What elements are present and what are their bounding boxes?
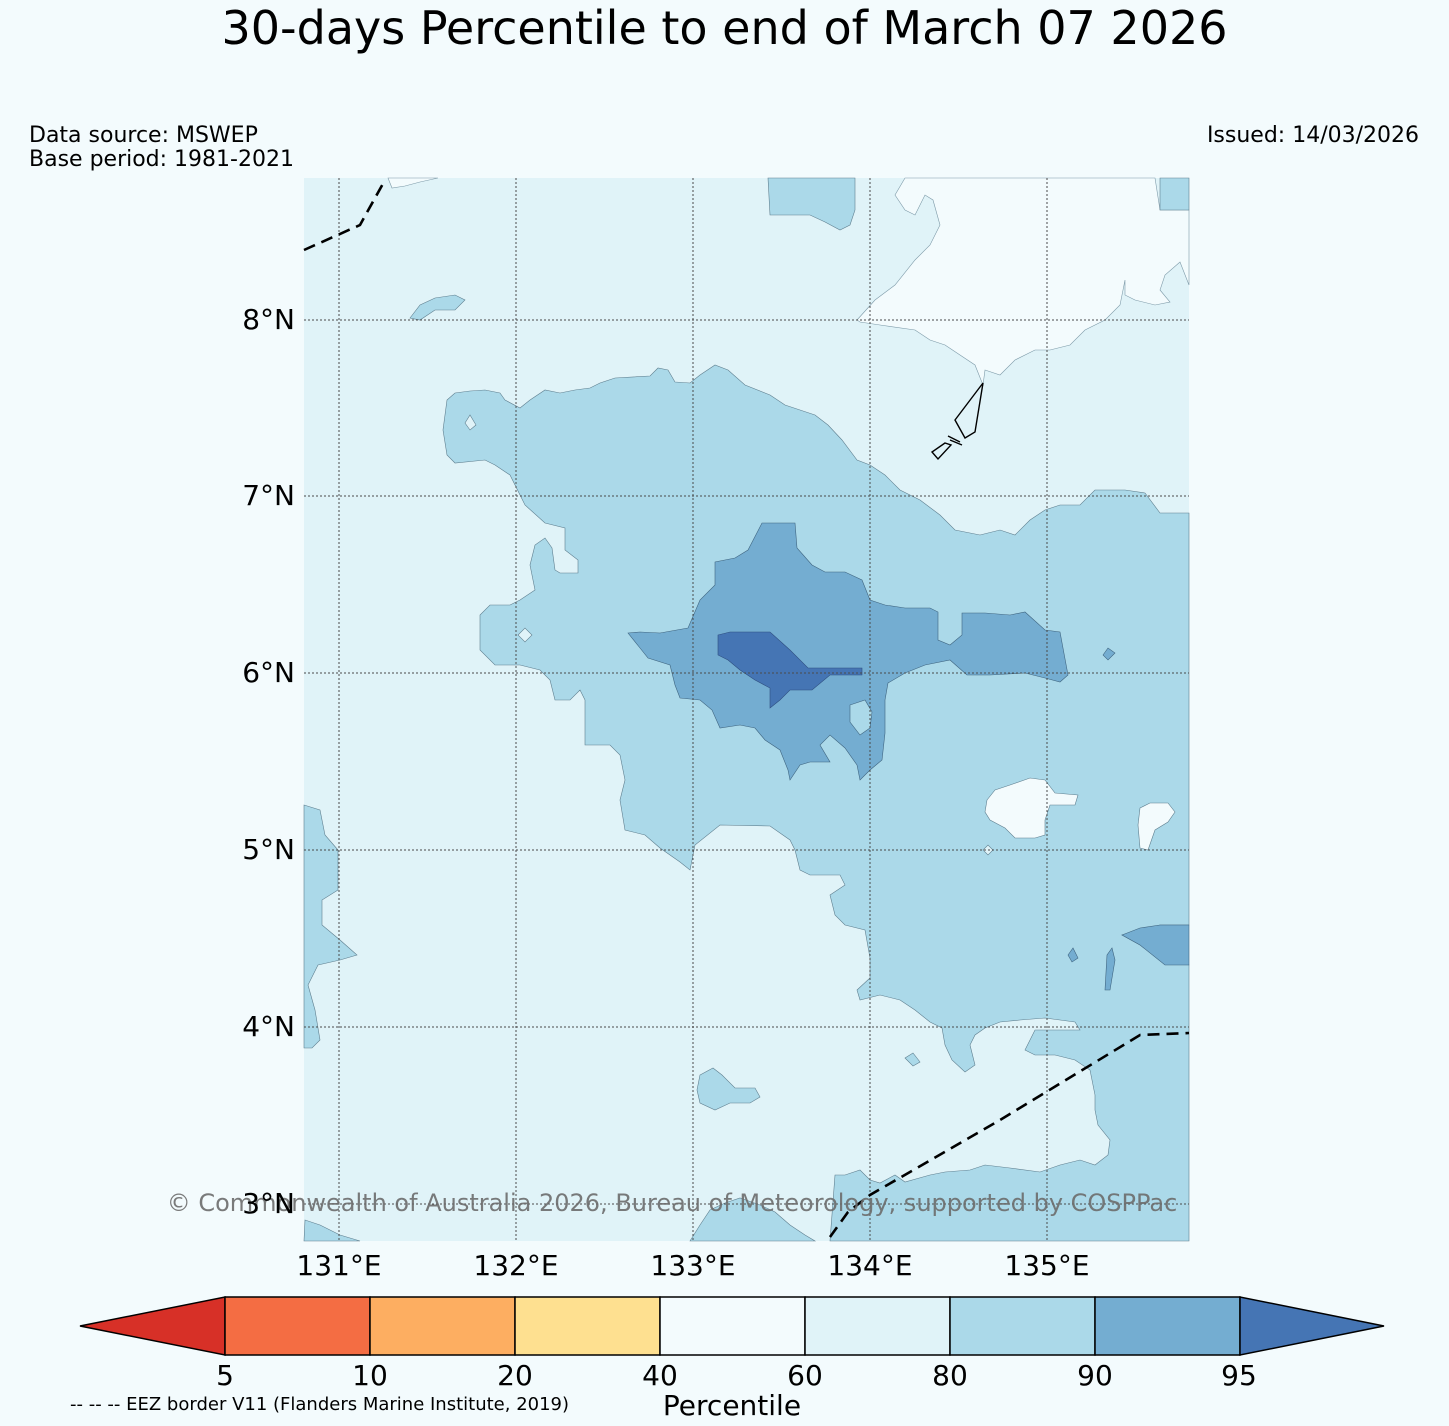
base-period-text: Base period: 1981-2021: [29, 147, 294, 172]
lat-label-3n: 3°N: [242, 1187, 295, 1220]
lat-label-7n: 7°N: [242, 479, 295, 512]
white-area-north: [856, 177, 1190, 387]
colorbar-bin-90-95: [1094, 1296, 1241, 1356]
darker-blue-dot-2: [1067, 947, 1079, 963]
colorbar: 5 10 20 40 60 80 90 95 Percentile: [79, 1296, 1385, 1422]
blue-area-north: [767, 177, 856, 231]
colorbar-bin-20-40: [514, 1296, 661, 1356]
eez-border-northwest: [303, 179, 387, 252]
colorbar-tick-60: 60: [787, 1359, 823, 1392]
gridlines: [304, 178, 1189, 1241]
blue-area-south: [689, 1197, 817, 1242]
lat-label-5n: 5°N: [242, 833, 295, 866]
percentile-region-90-95: [627, 522, 1190, 991]
percentile-region-80-90: [303, 177, 1190, 1242]
eez-legend-note: -- -- -- EEZ border V11 (Flanders Marine…: [70, 1394, 570, 1415]
colorbar-ticks: 5 10 20 40 60 80 90 95: [216, 1359, 1257, 1392]
data-source-text: Data source: MSWEP: [29, 123, 258, 148]
latitude-labels: 8°N 7°N 6°N 5°N 4°N 3°N: [242, 303, 295, 1220]
blue-patch-south: [696, 1067, 761, 1111]
colorbar-tick-5: 5: [216, 1359, 234, 1392]
blue-area-southwest: [303, 1219, 361, 1242]
lat-label-4n: 4°N: [242, 1010, 295, 1043]
eez-border-southeast: [828, 1031, 1190, 1238]
page-title: 30-days Percentile to end of March 07 20…: [221, 1, 1228, 55]
darkest-blue-area: [717, 631, 863, 709]
island-outline: [930, 382, 984, 461]
blue-area-central: [442, 364, 1190, 1242]
colorbar-bin-10-20: [369, 1296, 516, 1356]
eez-borders: [303, 179, 1190, 1238]
hole-5: [1137, 802, 1176, 851]
lon-label-135e: 135°E: [1004, 1249, 1089, 1282]
colorbar-arrow-high: [1239, 1296, 1385, 1356]
percentile-holes-60-80: [464, 414, 1176, 856]
hole-1: [464, 414, 477, 431]
island-2: [947, 435, 963, 446]
colorbar-tick-10: 10: [352, 1359, 388, 1392]
blue-area-northeast: [1159, 177, 1190, 211]
lon-label-133e: 133°E: [650, 1249, 735, 1282]
hole-4: [984, 777, 1079, 839]
colorbar-bin-5-10: [224, 1296, 371, 1356]
colorbar-tick-40: 40: [642, 1359, 678, 1392]
blue-patch-8n: [409, 294, 466, 321]
darker-blue-dot-1: [1102, 647, 1116, 661]
colorbar-tick-90: 90: [1077, 1359, 1113, 1392]
data-source-info: Data source: MSWEP Base period: 1981-202…: [29, 124, 294, 172]
darker-blue-east: [1121, 924, 1190, 966]
blue-dot-south: [904, 1052, 921, 1067]
lat-label-6n: 6°N: [242, 656, 295, 689]
colorbar-tick-20: 20: [497, 1359, 533, 1392]
colorbar-arrow-low: [79, 1296, 226, 1356]
island-1: [954, 382, 984, 439]
lat-label-8n: 8°N: [242, 303, 295, 336]
blue-area-west: [303, 804, 358, 1049]
hole-2: [517, 627, 533, 643]
colorbar-bin-60-80: [804, 1296, 951, 1356]
island-3: [930, 442, 953, 461]
lon-label-132e: 132°E: [473, 1249, 558, 1282]
percentile-region-above-95: [717, 631, 863, 709]
issued-date: Issued: 14/03/2026: [1206, 123, 1419, 148]
colorbar-bin-80-90: [949, 1296, 1096, 1356]
colorbar-bin-40-60: [659, 1296, 806, 1356]
darker-blue-strip: [1104, 947, 1116, 991]
lon-label-131e: 131°E: [296, 1249, 381, 1282]
map-panel[interactable]: © Commonwealth of Australia 2026, Bureau…: [167, 177, 1190, 1242]
copyright-text: © Commonwealth of Australia 2026, Bureau…: [167, 1189, 1178, 1217]
colorbar-label: Percentile: [663, 1389, 801, 1422]
longitude-labels: 131°E 132°E 133°E 134°E 135°E: [296, 1249, 1089, 1282]
colorbar-tick-95: 95: [1221, 1359, 1257, 1392]
colorbar-tick-80: 80: [932, 1359, 968, 1392]
white-area-northwest: [387, 177, 439, 189]
lon-label-134e: 134°E: [827, 1249, 912, 1282]
